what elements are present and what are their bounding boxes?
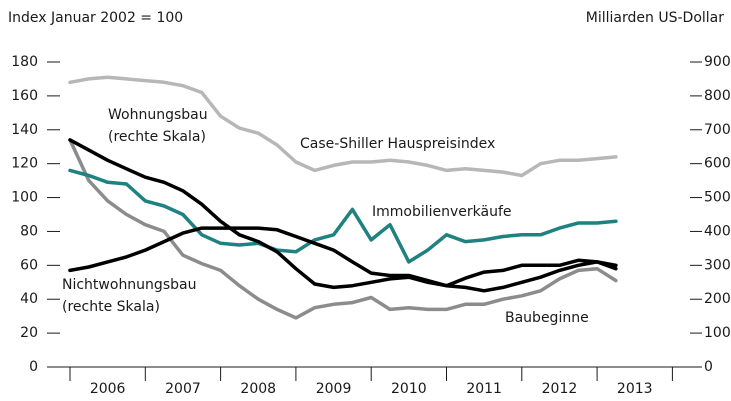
y2-tick-label: 700 <box>704 122 731 138</box>
y-tick-label: 120 <box>11 156 38 172</box>
series-label: Wohnungsbau <box>108 107 208 123</box>
label-background <box>298 136 498 152</box>
series-label: Immobilienverkäufe <box>372 204 512 220</box>
label-background <box>370 204 514 220</box>
label-background <box>106 107 210 123</box>
y-tick-label: 60 <box>20 257 38 273</box>
series-line <box>68 168 618 264</box>
series-line <box>68 226 618 288</box>
series-line <box>68 138 618 320</box>
y2-tick-label: 0 <box>704 359 713 375</box>
y-tick-label: 100 <box>11 190 38 206</box>
x-tick-label: 2006 <box>90 381 126 397</box>
series-line <box>68 75 618 178</box>
x-tick-label: 2009 <box>316 381 352 397</box>
series-label: (rechte Skala) <box>108 129 206 145</box>
x-tick-label: 2012 <box>542 381 578 397</box>
label-background <box>503 310 591 326</box>
series-label: Nichtwohnungsbau <box>62 277 196 293</box>
x-tick-label: 2008 <box>240 381 276 397</box>
y-tick-label: 140 <box>11 122 38 138</box>
x-tick-label: 2013 <box>617 381 653 397</box>
y2-tick-label: 400 <box>704 223 731 239</box>
y2-tick-label: 900 <box>704 54 731 70</box>
y2-tick-label: 300 <box>704 257 731 273</box>
y-tick-label: 160 <box>11 88 38 104</box>
series-label: Case-Shiller Hauspreisindex <box>300 136 495 152</box>
x-tick-label: 2007 <box>165 381 201 397</box>
y2-axis-title: Milliarden US-Dollar <box>586 10 724 26</box>
y2-tick-label: 200 <box>704 291 731 307</box>
x-tick-label: 2010 <box>391 381 427 397</box>
series-line <box>68 138 618 293</box>
series-label: (rechte Skala) <box>62 299 160 315</box>
y2-tick-label: 800 <box>704 88 731 104</box>
y-tick-label: 180 <box>11 54 38 70</box>
label-background <box>106 129 208 145</box>
y2-tick-label: 100 <box>704 325 731 341</box>
y-tick-label: 20 <box>20 325 38 341</box>
label-background <box>60 277 199 293</box>
label-background <box>60 299 162 315</box>
y-tick-label: 80 <box>20 223 38 239</box>
y-tick-label: 40 <box>20 291 38 307</box>
y-axis-title: Index Januar 2002 = 100 <box>8 10 183 26</box>
x-tick-label: 2011 <box>466 381 502 397</box>
y2-tick-label: 600 <box>704 156 731 172</box>
y2-tick-label: 500 <box>704 190 731 206</box>
y-tick-label: 0 <box>29 359 38 375</box>
series-label: Baubeginne <box>505 310 589 326</box>
